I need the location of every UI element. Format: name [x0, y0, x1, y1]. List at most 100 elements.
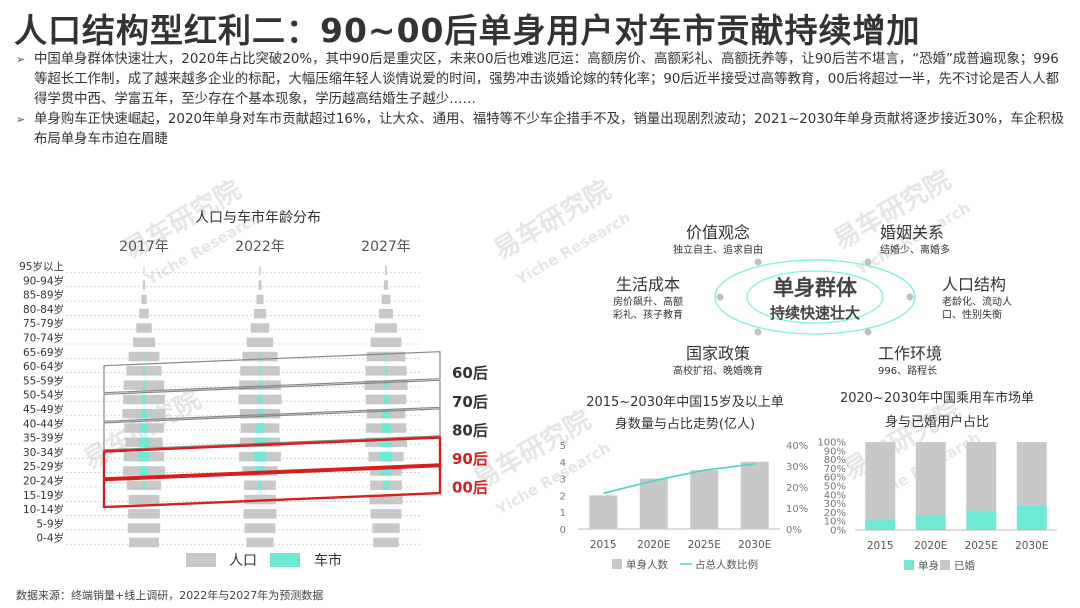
- age-label: 45-49岁: [23, 403, 64, 416]
- single-population-bar: [740, 461, 769, 529]
- y-tick: 10%: [824, 517, 846, 528]
- single-share-bar: [915, 515, 946, 530]
- y-tick-left: 5: [560, 441, 566, 452]
- car-market-bar: [383, 394, 389, 405]
- cohort-band: [102, 436, 442, 480]
- legend-label: 单身人数: [626, 558, 668, 571]
- car-market-bar: [259, 366, 261, 376]
- legend-label: 人口: [229, 553, 257, 569]
- arrow-icon: ➢: [16, 113, 26, 126]
- age-label: 35-39岁: [23, 432, 64, 445]
- legend-swatch-population: [186, 553, 216, 567]
- factor-title: 婚姻关系: [880, 223, 944, 242]
- population-bar: [244, 523, 276, 533]
- year-label: 2022年: [235, 239, 285, 255]
- population-bar: [370, 337, 402, 347]
- y-tick-right: 40%: [786, 441, 808, 452]
- population-bar: [246, 537, 274, 548]
- arrow-icon: ➢: [16, 53, 26, 66]
- cohort-label: 60后: [452, 364, 488, 382]
- x-tick-label: 2025E: [688, 539, 721, 551]
- y-tick: 90%: [824, 446, 846, 457]
- car-market-bar: [380, 466, 392, 476]
- chart-title: 身数量与占比走势(亿人): [615, 416, 755, 432]
- x-tick-label: 2025E: [965, 540, 998, 552]
- center-ring: [746, 270, 884, 324]
- cohort-band: [103, 351, 441, 394]
- y-tick: 80%: [824, 455, 846, 466]
- x-tick-label: 2015: [867, 540, 894, 552]
- population-bar: [139, 308, 149, 319]
- population-bar: [375, 323, 397, 333]
- car-market-bar: [384, 380, 388, 390]
- legend-label: 车市: [314, 552, 342, 569]
- center-title: 单身群体: [773, 276, 858, 300]
- cohort-band: [103, 379, 441, 422]
- connector-dot: [754, 328, 762, 336]
- year-label: 2027年: [361, 239, 411, 255]
- car-market-bar: [381, 423, 391, 433]
- factor-description: 996、路程长: [878, 364, 937, 377]
- car-market-bar: [141, 409, 147, 419]
- y-tick-right: 10%: [786, 504, 808, 515]
- single-population-bar: [639, 478, 668, 529]
- car-market-bar: [140, 466, 148, 476]
- y-tick-left: 1: [560, 508, 566, 519]
- population-bar: [133, 337, 155, 347]
- x-tick-label: 2030E: [1015, 540, 1048, 552]
- car-market-bar: [258, 480, 262, 490]
- age-label: 80-84岁: [23, 303, 64, 316]
- car-market-bar: [257, 394, 263, 405]
- population-bar: [385, 266, 387, 276]
- bullet-text: 中国单身群体快速壮大，2020年占比突破20%，其中90后是重灾区，未来00后也…: [34, 52, 1059, 107]
- legend-swatch-married: [940, 560, 950, 570]
- page-title: 人口结构型红利二：90~00后单身用户对车市贡献持续增加: [14, 11, 921, 50]
- car-market-bar: [142, 394, 146, 405]
- cohort-label: 70后: [452, 393, 488, 411]
- population-bar: [259, 266, 261, 276]
- connector-dot: [864, 258, 872, 266]
- single-share-bar: [966, 510, 997, 530]
- population-bar: [142, 280, 146, 290]
- car-market-bar: [258, 380, 262, 390]
- car-market-bar: [385, 494, 387, 505]
- factor-title: 人口结构: [942, 275, 1006, 294]
- married-share-bar: [915, 442, 946, 516]
- y-tick: 60%: [824, 473, 846, 484]
- car-market-bar: [259, 351, 261, 362]
- factor-description: 结婚少、离婚多: [880, 243, 950, 256]
- married-share-bar: [966, 442, 997, 511]
- age-label: 20-24岁: [23, 475, 64, 488]
- car-market-bar: [383, 480, 389, 490]
- population-bar: [381, 294, 391, 305]
- car-market-bar: [143, 351, 145, 362]
- age-label: 50-54岁: [23, 389, 64, 402]
- age-label: 70-74岁: [23, 332, 64, 345]
- car-market-bar: [255, 423, 265, 433]
- y-tick: 30%: [824, 499, 846, 510]
- age-label: 25-29岁: [23, 460, 64, 473]
- y-tick-right: 20%: [786, 483, 808, 494]
- data-source-footnote: 数据来源：终端销量+线上调研，2022年与2027年为预测数据: [16, 589, 324, 602]
- connector-dot: [754, 258, 762, 266]
- legend-label: 已婚: [954, 559, 975, 572]
- population-bar: [384, 280, 388, 290]
- outer-ring: [714, 259, 916, 335]
- cohort-label: 00后: [452, 479, 488, 497]
- chart-title: 身与已婚用户占比: [885, 414, 989, 430]
- bullet-list: ➢ 中国单身群体快速壮大，2020年占比突破20%，其中90后是重灾区，未来00后…: [16, 50, 1068, 150]
- single-population-bar: [589, 495, 618, 529]
- x-tick-label: 2015: [590, 539, 617, 551]
- factor-title: 价值观念: [686, 223, 750, 242]
- x-tick-label: 2020E: [637, 539, 670, 551]
- connector-dot: [864, 328, 872, 336]
- population-bar: [136, 323, 152, 333]
- y-tick: 0%: [830, 526, 846, 537]
- y-tick: 20%: [824, 508, 846, 519]
- car-market-bar: [253, 451, 267, 462]
- car-market-bar: [138, 451, 150, 462]
- cohort-label: 80后: [452, 421, 488, 439]
- year-label: 2017年: [119, 239, 169, 255]
- factor-title: 生活成本: [616, 275, 680, 294]
